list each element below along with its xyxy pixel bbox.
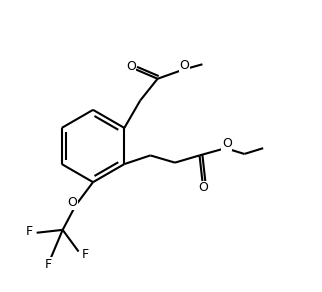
Text: O: O (126, 60, 136, 73)
Text: O: O (67, 197, 77, 209)
Text: F: F (26, 225, 33, 237)
Text: F: F (82, 248, 90, 261)
Text: O: O (179, 59, 189, 72)
Text: O: O (199, 181, 209, 194)
Text: F: F (45, 258, 52, 271)
Text: O: O (222, 137, 232, 150)
